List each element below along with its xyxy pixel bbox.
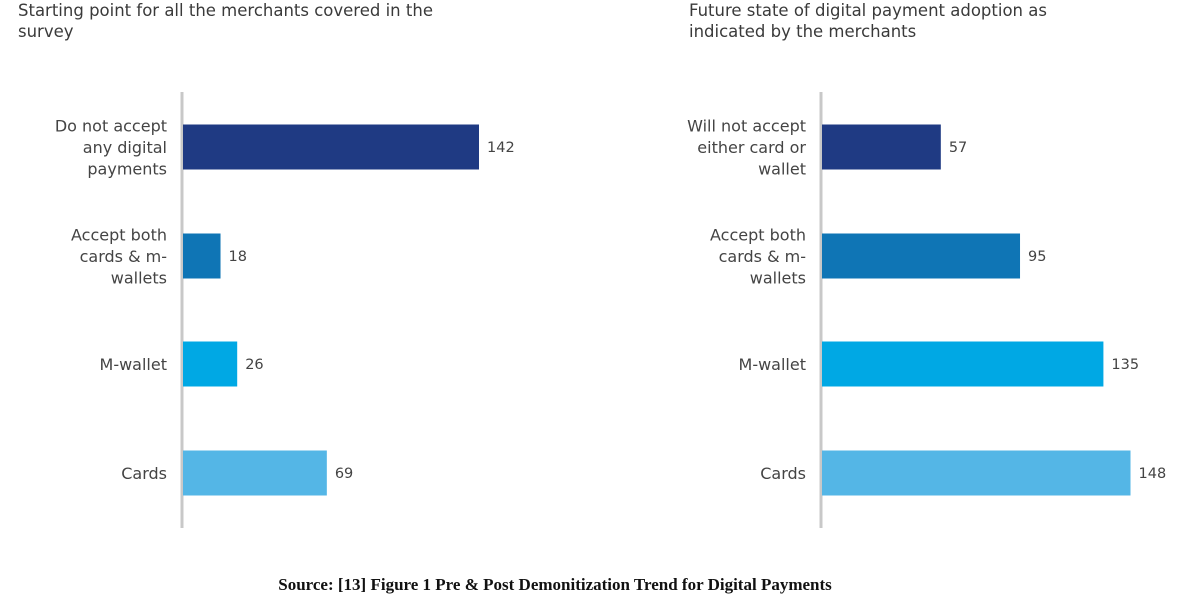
right-category-label-4-line-1: Cards: [760, 464, 806, 483]
right-category-label-2-line-1: Accept both: [710, 226, 806, 245]
right-data-label-3: 135: [1111, 357, 1139, 373]
right-bar-4: [822, 450, 1131, 496]
left-category-label-2-line-1: Accept both: [71, 226, 167, 245]
left-category-label-1-line-3: payments: [87, 160, 167, 179]
right-bar-3: [822, 341, 1104, 387]
left-data-label-1: 142: [487, 140, 515, 156]
left-category-label-4-line-1: Cards: [121, 464, 167, 483]
right-bar-chart: 57 Will not accept either card or wallet 95 A…: [687, 92, 1167, 528]
right-category-label-2-line-3: wallets: [750, 269, 806, 288]
right-category-label-3-line-1: M-wallet: [739, 355, 806, 374]
left-data-label-4: 69: [335, 466, 353, 482]
right-bar-2: [822, 233, 1021, 279]
left-chart-title: Starting point for all the merchants cov…: [18, 1, 433, 41]
right-category-label-1-line-2: either card or: [697, 138, 806, 157]
right-data-label-2: 95: [1028, 249, 1046, 265]
right-chart-title: Future state of digital payment adoption…: [689, 1, 1047, 41]
right-data-label-1: 57: [949, 140, 967, 156]
left-data-label-3: 26: [245, 357, 263, 373]
left-category-label-2-line-2: cards & m-: [80, 247, 167, 266]
left-category-label-1-line-1: Do not accept: [55, 117, 167, 136]
left-bar-4: [183, 450, 327, 496]
left-bar-chart: 142 Do not accept any digital payments 18 Acc…: [55, 92, 515, 528]
right-bar-1: [822, 124, 941, 170]
right-category-label-2-line-2: cards & m-: [719, 247, 806, 266]
left-category-label-1-line-2: any digital: [83, 138, 167, 157]
left-bar-1: [183, 124, 479, 170]
left-category-label-2-line-3: wallets: [111, 269, 167, 288]
left-data-label-2: 18: [229, 249, 247, 265]
left-bar-3: [183, 341, 238, 387]
left-bar-2: [183, 233, 221, 279]
right-data-label-4: 148: [1139, 466, 1167, 482]
right-category-label-1-line-1: Will not accept: [687, 117, 806, 136]
left-category-label-3-line-1: M-wallet: [100, 355, 167, 374]
figure-caption: Source: [13] Figure 1 Pre & Post Demonit…: [278, 575, 832, 594]
right-category-label-1-line-3: wallet: [758, 160, 806, 179]
